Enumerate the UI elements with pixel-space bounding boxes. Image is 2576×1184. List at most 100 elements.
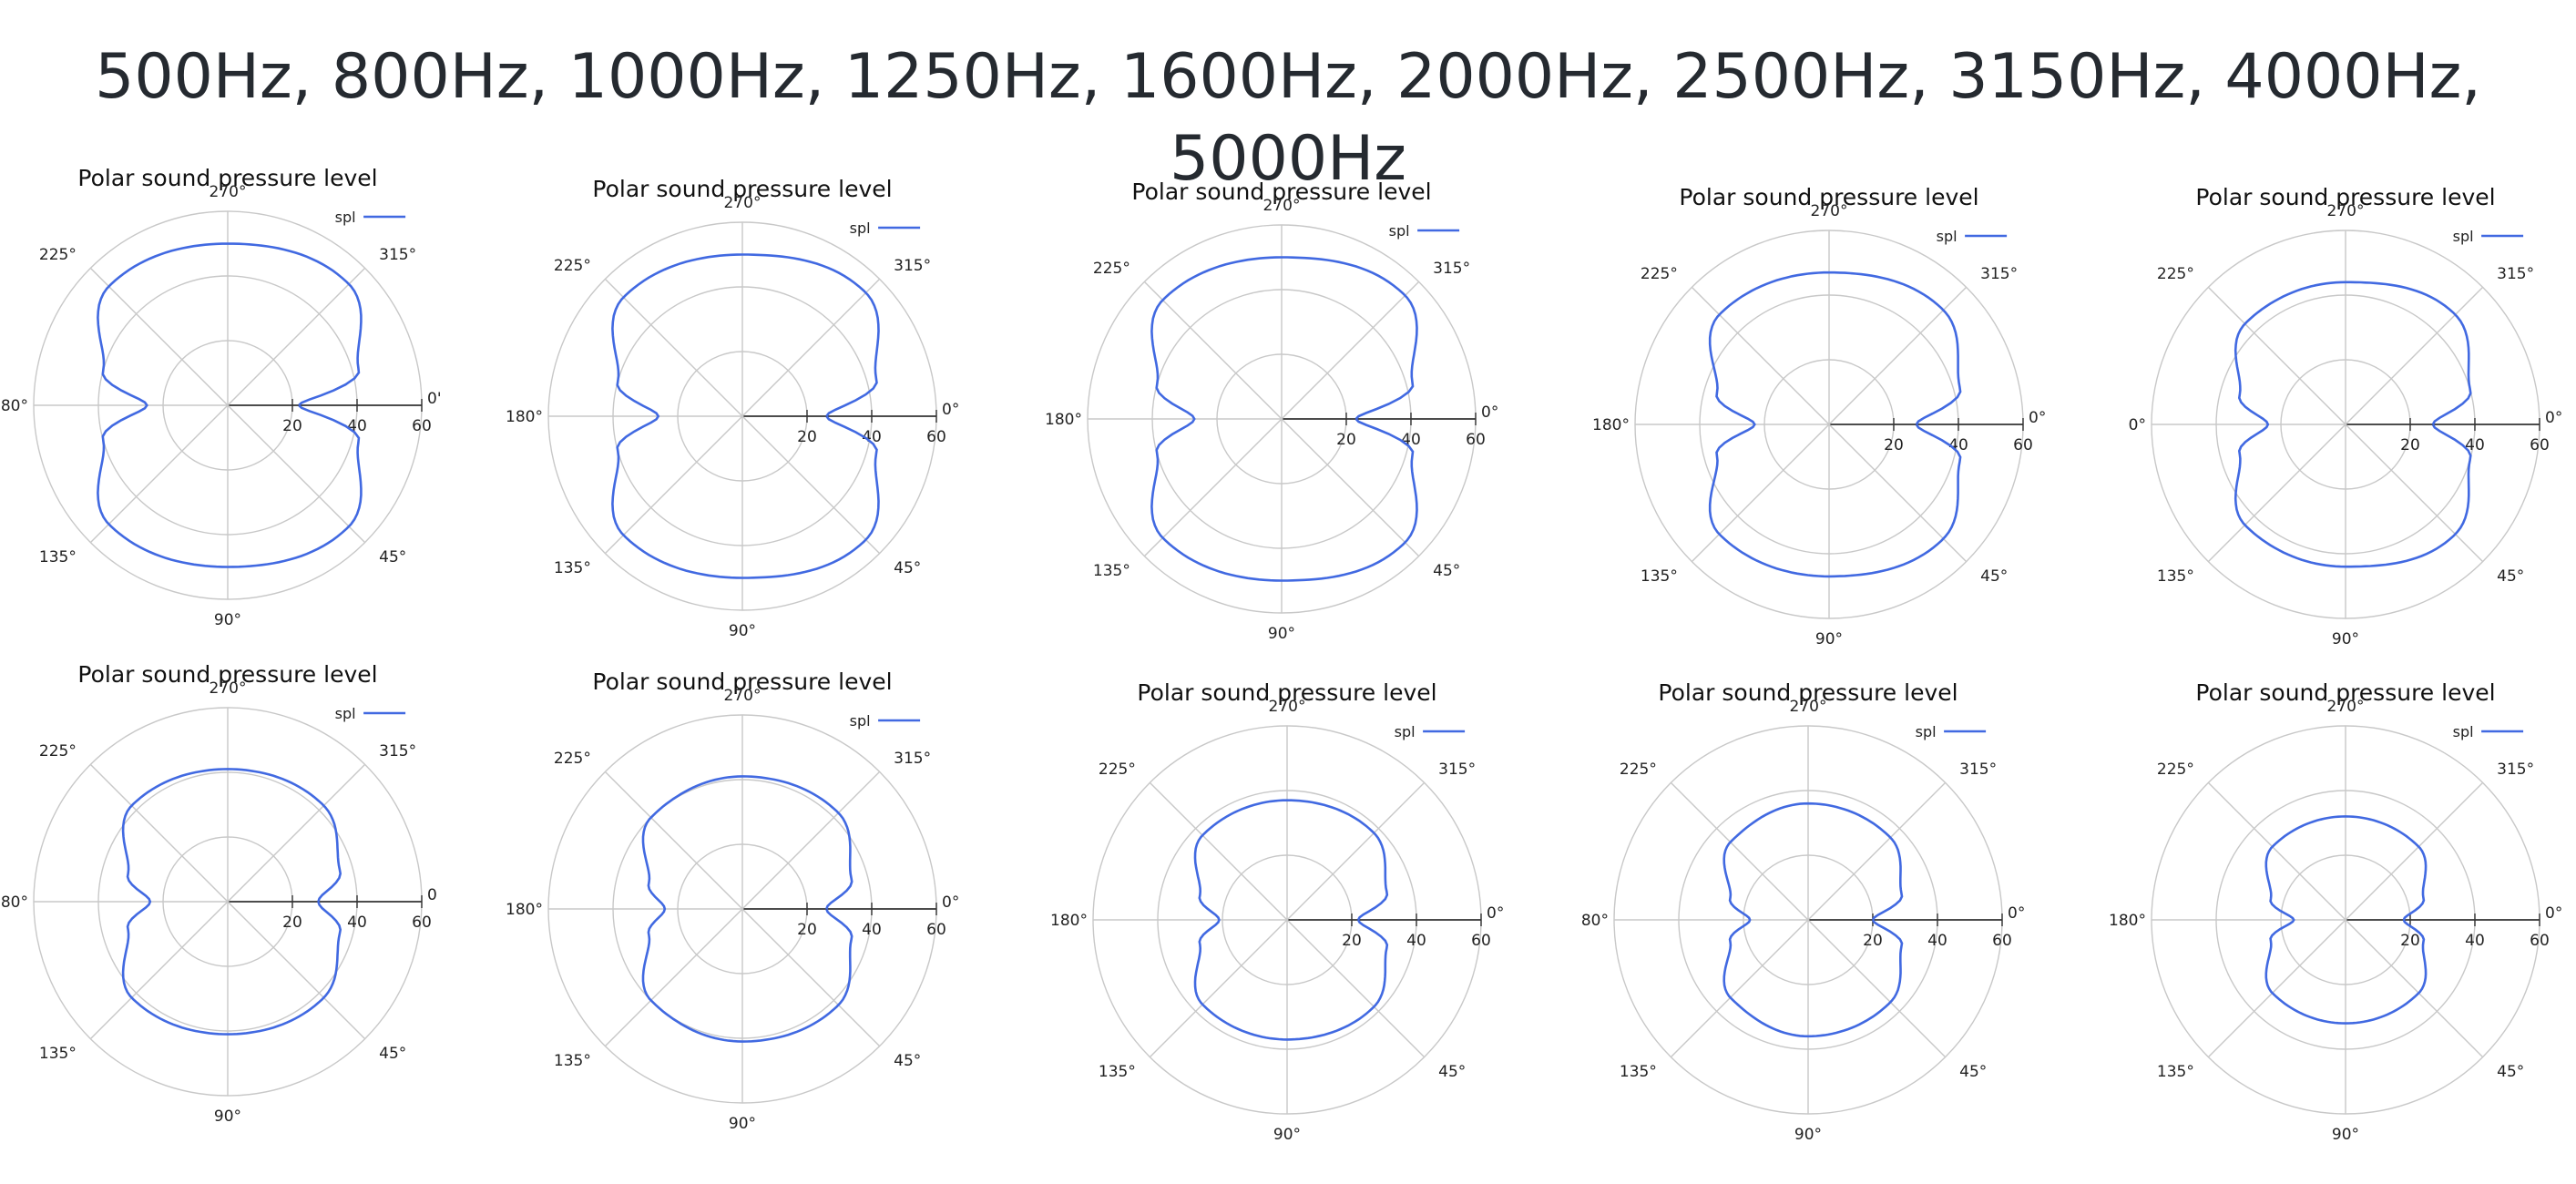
angle-label: 0°: [1487, 904, 1504, 923]
angle-label: 315°: [1980, 265, 2018, 283]
angle-label: 135°: [1620, 1063, 1657, 1081]
angle-label: 180°: [0, 893, 28, 912]
grid-spoke: [1286, 781, 1426, 921]
radial-tick-label: 60: [926, 428, 946, 446]
legend-label: spl: [1395, 723, 1416, 740]
angle-label: 315°: [1438, 760, 1476, 779]
grid-spoke: [1691, 286, 1830, 425]
radial-tick-label: 40: [2465, 932, 2485, 950]
polar-chart-1: Polar sound pressure level 20 40 60 0' 45° 90°…: [0, 165, 442, 629]
spl-series-line: [121, 768, 342, 1036]
angle-label: 45°: [379, 548, 406, 566]
angle-label: 135°: [1641, 567, 1678, 586]
radial-tick-label: 20: [1884, 436, 1904, 454]
radial-tick-label: 60: [1471, 932, 1491, 950]
angle-label: 270°: [724, 687, 762, 705]
chart-title: Polar sound pressure level: [1679, 184, 1978, 210]
angle-label: 90°: [729, 1115, 756, 1133]
angle-label: 270°: [2327, 698, 2365, 716]
legend-label: spl: [2453, 723, 2474, 740]
grid-spoke: [604, 415, 743, 555]
angle-label: 135°: [2157, 567, 2194, 586]
angle-label: 315°: [894, 257, 931, 275]
angle-label: 225°: [554, 257, 591, 275]
grid-spoke: [89, 763, 229, 903]
angle-label: 135°: [2157, 1063, 2194, 1081]
grid-spoke: [89, 901, 229, 1040]
angle-label: 90°: [1268, 625, 1295, 643]
angle-label: 135°: [39, 1045, 77, 1063]
legend-label: spl: [1937, 228, 1958, 245]
angle-label: 90°: [214, 611, 241, 629]
grid-spoke: [741, 415, 881, 555]
radial-tick-label: 40: [1948, 436, 1968, 454]
angle-label: 0: [427, 886, 437, 904]
angle-label: 270°: [1811, 202, 1848, 220]
grid-spoke: [1143, 418, 1283, 557]
radial-tick-label: 40: [862, 428, 882, 446]
grid-spoke: [1807, 781, 1947, 921]
radial-tick-label: 20: [797, 921, 817, 939]
angle-label: 0°: [942, 893, 959, 912]
angle-label: 90°: [214, 1107, 241, 1126]
legend-label: spl: [2453, 228, 2474, 245]
grid-spoke: [227, 901, 366, 1040]
spl-series-line: [97, 242, 363, 568]
radial-tick-label: 40: [1401, 431, 1421, 449]
radial-tick-label: 20: [2400, 932, 2420, 950]
angle-label: 225°: [2157, 265, 2194, 283]
angle-label: 315°: [379, 246, 416, 264]
angle-label: 270°: [1263, 197, 1301, 215]
polar-chart-7: Polar sound pressure level 20 40 60 0° 45° 90°…: [506, 669, 959, 1133]
grid-spoke: [89, 267, 229, 406]
chart-title: Polar sound pressure level: [2195, 184, 2495, 210]
grid-spoke: [604, 908, 743, 1047]
chart-title: Polar sound pressure level: [77, 165, 377, 191]
angle-label: 45°: [2497, 567, 2524, 586]
angle-label: 45°: [1959, 1063, 1987, 1081]
grid-spoke: [227, 267, 366, 406]
angle-label: 0': [427, 390, 442, 408]
angle-label: 135°: [554, 559, 591, 577]
angle-label: 90°: [1273, 1126, 1301, 1144]
radial-tick-label: 40: [347, 914, 367, 932]
chart-title: Polar sound pressure level: [1137, 679, 1436, 706]
angle-label: 45°: [1980, 567, 2008, 586]
legend-label: spl: [850, 712, 871, 730]
grid-spoke: [1149, 781, 1288, 921]
angle-label: 225°: [2157, 760, 2194, 779]
chart-title: Polar sound pressure level: [2195, 679, 2495, 706]
grid-spoke: [741, 908, 881, 1047]
legend-label: spl: [335, 209, 356, 226]
angle-label: 225°: [1093, 260, 1130, 278]
angle-label: 45°: [379, 1045, 406, 1063]
angle-label: 0°: [942, 401, 959, 419]
radial-tick-label: 60: [926, 921, 946, 939]
angle-label: 315°: [2497, 265, 2534, 283]
radial-tick-label: 40: [862, 921, 882, 939]
angle-label: 180°: [1050, 912, 1088, 930]
legend-label: spl: [1389, 222, 1410, 240]
polar-chart-4: Polar sound pressure level 20 40 60 0° 45° 90°…: [1592, 184, 2046, 648]
grid-spoke: [1691, 424, 1830, 563]
spl-series-line: [1150, 256, 1418, 582]
angle-label: 225°: [39, 246, 77, 264]
grid-spoke: [2345, 919, 2484, 1058]
grid-spoke: [604, 278, 743, 417]
page-title: 500Hz, 800Hz, 1000Hz, 1250Hz, 1600Hz, 20…: [95, 41, 2481, 195]
angle-label: 0°: [2029, 409, 2046, 427]
spl-series-line: [1708, 270, 1962, 578]
grid-spoke: [2207, 919, 2346, 1058]
grid-spoke: [741, 278, 881, 417]
angle-label: 225°: [1641, 265, 1678, 283]
chart-title: Polar sound pressure level: [77, 661, 377, 688]
angle-label: 45°: [2497, 1063, 2524, 1081]
radial-tick-label: 20: [1342, 932, 1362, 950]
radial-tick-label: 20: [1336, 431, 1356, 449]
angle-label: 315°: [1959, 760, 1997, 779]
angle-label: 80°: [1581, 912, 1609, 930]
grid-spoke: [89, 404, 229, 544]
angle-label: 180°: [2109, 912, 2146, 930]
spl-series-line: [1722, 801, 1904, 1038]
angle-label: 225°: [39, 742, 77, 760]
